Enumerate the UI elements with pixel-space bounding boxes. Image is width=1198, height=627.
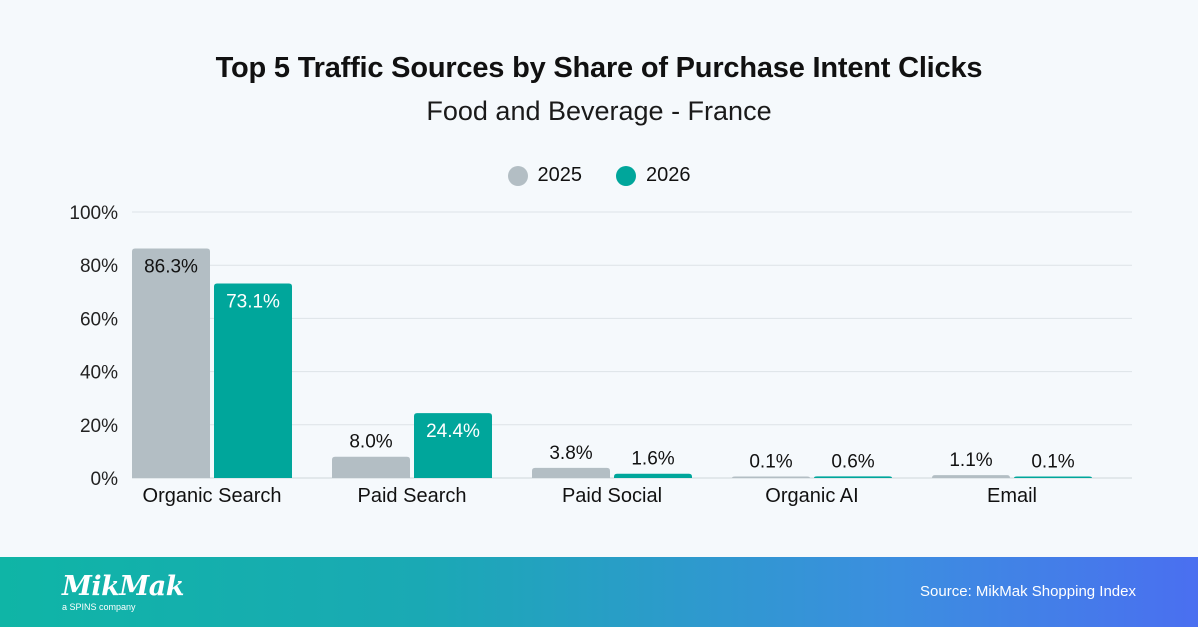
y-tick-label: 20% [80,416,118,437]
y-tick-label: 60% [80,309,118,330]
data-label: 3.8% [549,443,592,464]
x-tick-label: Paid Social [562,485,662,507]
data-label: 0.6% [831,451,874,472]
bar-2025 [532,467,610,478]
bar-2025 [732,476,810,478]
data-label: 73.1% [226,292,280,313]
source-note: Source: MikMak Shopping Index [920,583,1136,600]
data-label: 0.1% [1031,452,1074,473]
x-tick-label: Organic AI [765,485,858,507]
bar-2025 [932,475,1010,478]
y-tick-label: 100% [69,203,118,224]
mikmak-logo: MikMak [62,571,184,602]
legend-swatch-2026 [616,165,636,186]
bar-2026 [214,283,292,478]
data-label: 1.1% [949,450,992,471]
logo-tagline: a SPINS company [62,602,136,612]
y-tick-label: 80% [80,256,118,277]
footer: MikMak a SPINS company Source: MikMak Sh… [0,557,1198,627]
legend-swatch-2025 [507,165,528,186]
y-tick-label: 40% [80,363,118,384]
x-tick-label: Email [987,485,1037,507]
data-label: 0.1% [749,452,792,473]
bar-2025 [332,456,410,478]
data-label: 24.4% [426,421,480,442]
y-tick-label: 0% [91,469,119,490]
chart-title: Top 5 Traffic Sources by Share of Purcha… [215,52,983,84]
legend-item-2025: 2025 [507,164,583,187]
bar-2025 [132,248,210,478]
data-label: 1.6% [631,449,674,470]
bar-2026 [414,413,492,478]
legend-label-2026: 2026 [646,164,691,186]
bar-2026 [614,473,692,478]
bar-chart: 0% 20% 40% 60% 80% 100% 86.3% 73.1% Organic Sear… [69,203,1132,507]
bar-2026 [1014,476,1092,478]
data-label: 8.0% [349,432,392,453]
chart-subtitle: Food and Beverage - France [426,96,772,126]
legend-item-2026: 2026 [616,164,691,187]
bar-2026 [814,476,892,478]
legend: 2025 2026 [0,164,1198,187]
data-label: 86.3% [144,256,198,277]
x-tick-label: Paid Search [358,485,467,507]
x-tick-label: Organic Search [143,485,282,507]
legend-label-2025: 2025 [537,164,583,186]
